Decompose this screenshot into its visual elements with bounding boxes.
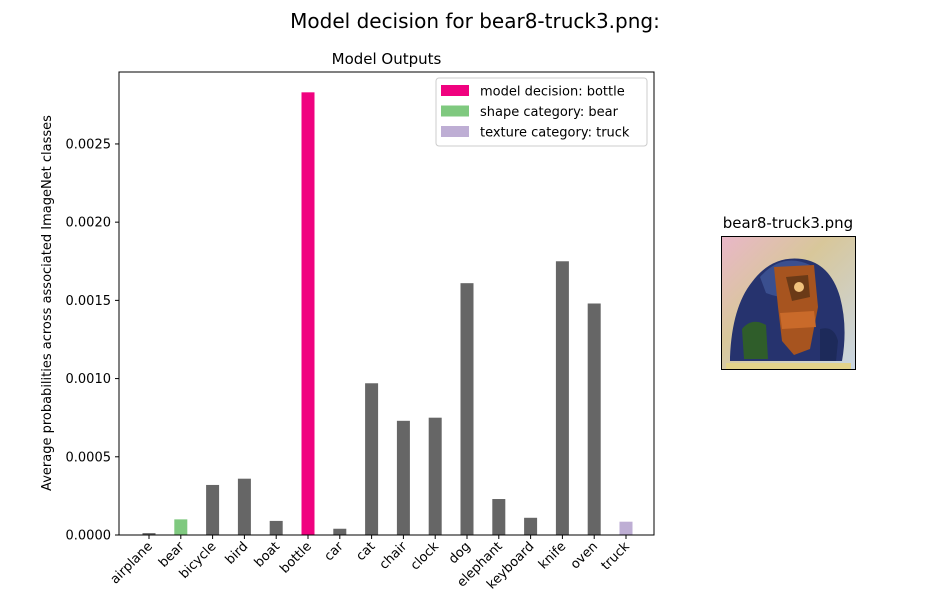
bar-keyboard [524,517,538,535]
plot-area: 0.0000 0.0005 0.0010 0.0015 0.0020 0.0025 air… [66,71,655,592]
x-tick-label: bottle [277,539,314,576]
stimulus-image-art [722,237,855,369]
axes-frame [118,71,655,536]
bar-car [333,528,347,535]
y-axis-label: Average probabilities across associated … [40,115,55,491]
bar-bird [237,478,251,535]
x-tick-label: bird [223,539,251,567]
figure-suptitle: Model decision for bear8-truck3.png: [290,9,660,33]
bar-chair [396,420,410,535]
x-tick-label: oven [568,539,601,572]
bar-truck [619,521,633,535]
bar-knife [555,261,569,535]
legend-label-texture: texture category: truck [480,126,630,141]
bar-clock [428,417,442,535]
x-tick-label: car [322,539,348,565]
y-tick-label: 0.0010 [66,372,112,387]
y-tick-label: 0.0025 [66,137,112,152]
x-tick-label: clock [408,539,443,574]
stimulus-image [721,236,856,370]
bars-group [142,92,633,535]
legend-swatch-shape [441,105,469,117]
x-tick-label: knife [536,539,569,572]
bar-bear [174,519,188,535]
legend-frame [435,77,648,147]
legend-swatch-decision [441,85,469,96]
bar-cat [365,383,379,535]
bar-bicycle [206,484,220,535]
y-tick-label: 0.0015 [66,294,112,309]
bar-bottle [301,92,315,535]
y-tick-label: 0.0000 [66,529,112,544]
legend-label-decision: model decision: bottle [480,85,625,100]
x-tick-label: chair [377,539,411,573]
bar-boat [269,520,283,535]
legend-swatch-texture [441,126,469,137]
x-tick-label: dog [446,539,474,567]
legend-label-shape: shape category: bear [480,105,619,120]
y-tick-label: 0.0005 [66,450,112,465]
x-tick-label: airplane [108,539,156,587]
bar-elephant [492,499,506,535]
legend: model decision: bottle shape category: be… [435,77,648,147]
y-tick-label: 0.0020 [66,216,112,231]
y-axis: 0.0000 0.0005 0.0010 0.0015 0.0020 0.0025 [66,137,119,544]
x-tick-label: cat [354,539,379,564]
bar-oven [587,303,601,535]
chart-title: Model Outputs [332,50,442,68]
x-tick-label: truck [599,539,634,574]
bar-dog [460,283,474,535]
bar-airplane [142,533,156,535]
image-panel-title: bear8-truck3.png [723,214,853,232]
